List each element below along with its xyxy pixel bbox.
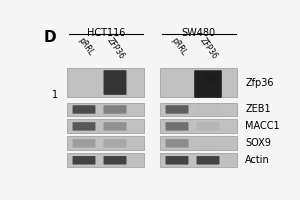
Text: 1: 1 [52,90,58,100]
Bar [160,103,238,116]
Text: ZFP36: ZFP36 [197,36,219,61]
FancyBboxPatch shape [73,122,95,131]
FancyBboxPatch shape [196,139,220,148]
Text: Actin: Actin [245,155,270,165]
FancyBboxPatch shape [73,139,95,148]
FancyBboxPatch shape [103,139,127,148]
Text: pRRL: pRRL [76,36,95,58]
FancyBboxPatch shape [73,156,95,165]
FancyBboxPatch shape [196,122,220,131]
Text: pRRL: pRRL [169,36,188,58]
FancyBboxPatch shape [207,76,216,83]
Text: HCT116: HCT116 [86,28,125,38]
FancyBboxPatch shape [103,70,127,95]
FancyBboxPatch shape [196,105,220,114]
Text: D: D [44,30,56,45]
Bar [67,153,145,167]
Text: ZEB1: ZEB1 [245,104,271,114]
Bar [160,153,238,167]
FancyBboxPatch shape [166,105,188,114]
FancyBboxPatch shape [196,156,220,165]
Bar [160,136,238,150]
FancyBboxPatch shape [166,122,188,131]
Text: ZFP36: ZFP36 [104,36,126,61]
Bar [160,119,238,133]
Bar [67,68,145,97]
FancyBboxPatch shape [166,139,188,148]
FancyBboxPatch shape [103,122,127,131]
Bar [67,103,145,116]
FancyBboxPatch shape [73,105,95,114]
FancyBboxPatch shape [166,156,188,165]
Bar [160,68,238,97]
Text: SOX9: SOX9 [245,138,271,148]
FancyBboxPatch shape [103,105,127,114]
FancyBboxPatch shape [194,70,222,98]
Text: Zfp36: Zfp36 [245,78,274,88]
Text: MACC1: MACC1 [245,121,280,131]
Bar [67,136,145,150]
Bar [67,119,145,133]
FancyBboxPatch shape [103,156,127,165]
Text: SW480: SW480 [182,28,216,38]
